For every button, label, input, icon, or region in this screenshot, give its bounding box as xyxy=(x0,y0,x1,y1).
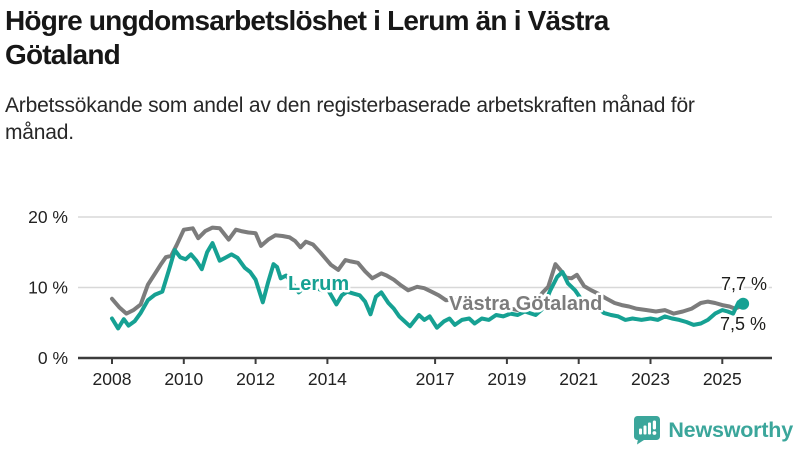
series-label-v-stra-g-taland: Västra Götaland xyxy=(449,293,602,315)
newsworthy-icon xyxy=(634,416,661,445)
x-tick-label-2010: 2010 xyxy=(164,369,203,389)
end-value-label-v-stra-g-taland: 7,5 % xyxy=(720,314,766,334)
chart-header: Högre ungdomsarbetslöshet i Lerum än i V… xyxy=(5,4,795,147)
y-tick-label-20: 20 % xyxy=(28,207,68,227)
series-end-dot-lerum xyxy=(737,297,750,310)
series-line-lerum xyxy=(110,241,746,331)
x-tick-label-2025: 2025 xyxy=(703,369,742,389)
newsworthy-logo[interactable]: Newsworthy xyxy=(633,415,793,445)
y-tick-label-10: 10 % xyxy=(28,278,68,298)
x-tick-label-2008: 2008 xyxy=(93,369,132,389)
x-tick-label-2017: 2017 xyxy=(416,369,455,389)
series-line-v-stra-g-taland xyxy=(110,225,746,316)
x-tick-label-2012: 2012 xyxy=(236,369,275,389)
page-subtitle: Arbetssökande som andel av den registerb… xyxy=(5,94,695,145)
end-value-label-lerum: 7,7 % xyxy=(721,274,767,294)
newsworthy-wordmark: Newsworthy xyxy=(668,417,793,442)
y-tick-label-0: 0 % xyxy=(38,348,68,368)
x-tick-label-2023: 2023 xyxy=(631,369,670,389)
series-label-lerum: Lerum xyxy=(288,273,349,295)
x-tick-label-2014: 2014 xyxy=(308,369,347,389)
x-tick-label-2021: 2021 xyxy=(559,369,598,389)
page-title: Högre ungdomsarbetslöshet i Lerum än i V… xyxy=(5,5,609,70)
x-tick-label-2019: 2019 xyxy=(487,369,526,389)
